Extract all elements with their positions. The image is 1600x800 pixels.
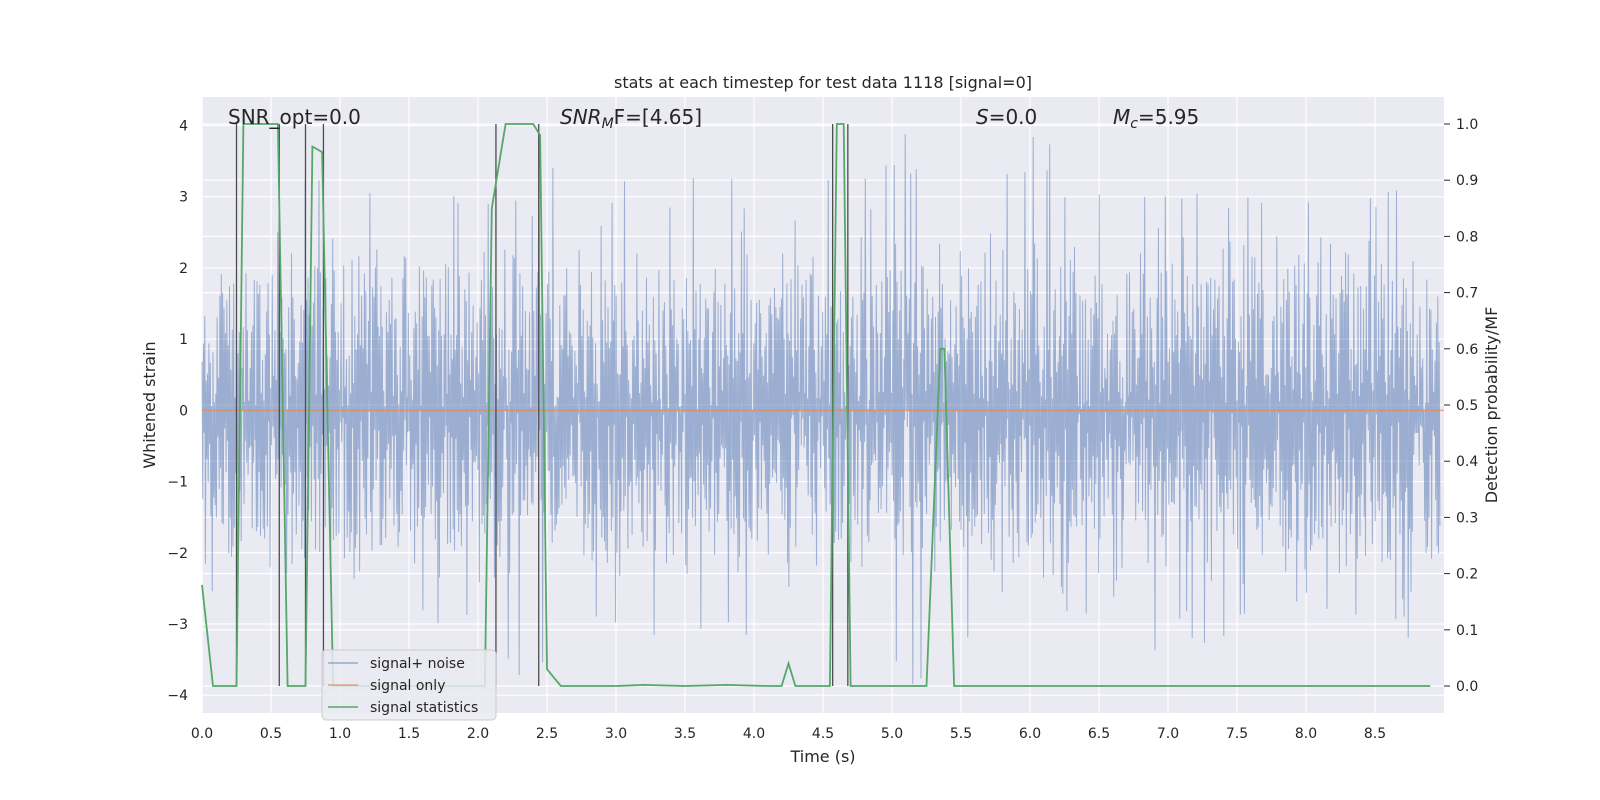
annotation-snr-mf-sub: M (602, 116, 614, 132)
y-axis-label: Whitened strain (140, 341, 159, 468)
annotation-mc-sub: c (1130, 116, 1138, 132)
annotation-s-label: S (976, 105, 989, 129)
x-tick-label: 7.5 (1226, 726, 1248, 742)
signal-statistics-series (201, 123, 1431, 687)
y2-tick-label: 0.8 (1456, 229, 1478, 245)
x-tick-label: 2.5 (536, 726, 558, 742)
x-tick-label: 6.5 (1088, 726, 1110, 742)
x-tick-labels: 0.0 0.5 1.0 1.5 2.0 2.5 3.0 3.5 4.0 4.5 5.0 5.5 6.0 6… (191, 726, 1386, 742)
x-tick-label: 7.0 (1157, 726, 1179, 742)
y-tick-label: −4 (167, 688, 188, 704)
annotation-s: S=0.0 (976, 105, 1037, 129)
y2-tick-label: 0.6 (1456, 342, 1478, 358)
legend-label-noise: signal+ noise (370, 656, 465, 672)
x-tick-label: 8.0 (1295, 726, 1317, 742)
y2-tick-label: 0.7 (1456, 286, 1478, 302)
signal-statistics-line (201, 123, 1431, 687)
x-tick-label: 0.5 (260, 726, 282, 742)
y-tick-label: 0 (179, 403, 188, 419)
legend: signal+ noise signal only signal statist… (321, 649, 497, 721)
annotation-snr-mf-label: SNR (560, 105, 602, 129)
y2-axis-label: Detection probability/MF (1482, 307, 1501, 504)
y2-tick-label: 0.9 (1456, 173, 1478, 189)
x-tick-label: 3.5 (674, 726, 696, 742)
annotation-snr-mf: SNRMF=[4.65] (560, 105, 702, 132)
x-axis-label: Time (s) (789, 747, 855, 766)
x-tick-label: 8.5 (1364, 726, 1386, 742)
signal-noise-series (201, 134, 1441, 684)
legend-label-signal: signal only (370, 678, 445, 694)
x-tick-label: 3.0 (605, 726, 627, 742)
y-tick-label: −1 (167, 475, 188, 491)
x-tick-label: 5.0 (881, 726, 903, 742)
y2-tick-label: 1.0 (1456, 117, 1478, 133)
chart-title: stats at each timestep for test data 111… (614, 73, 1032, 92)
y-tick-label: −3 (167, 617, 188, 633)
y-tick-label: 4 (179, 118, 188, 134)
legend-label-stats: signal statistics (370, 700, 478, 716)
x-tick-label: 0.0 (191, 726, 213, 742)
x-tick-label: 5.5 (950, 726, 972, 742)
x-tick-label: 4.5 (812, 726, 834, 742)
annotation-s-rest: =0.0 (989, 105, 1038, 129)
annotation-snr-mf-rest: F=[4.65] (614, 105, 702, 129)
y2-tick-label: 0.3 (1456, 510, 1478, 526)
y-tick-label: 3 (179, 190, 188, 206)
x-tick-label: 6.0 (1019, 726, 1041, 742)
annotation-snr-opt: SNR_opt=0.0 (228, 105, 361, 129)
y-tick-label: 1 (179, 332, 188, 348)
annotation-mc-rest: =5.95 (1138, 105, 1199, 129)
y2-tick-label: 0.2 (1456, 567, 1478, 583)
y2-tick-label: 0.5 (1456, 398, 1478, 414)
x-tick-label: 2.0 (467, 726, 489, 742)
x-tick-label: 4.0 (743, 726, 765, 742)
x-tick-label: 1.0 (329, 726, 351, 742)
y2-tick-label: 0.0 (1456, 679, 1478, 695)
y2-tick-label: 0.1 (1456, 623, 1478, 639)
annotation-mc: Mc=5.95 (1113, 105, 1199, 132)
y2-tick-label: 0.4 (1456, 454, 1478, 470)
y-tick-labels: 4 3 2 1 0 −1 −2 −3 −4 (167, 118, 188, 704)
y2-tick-labels: 1.0 0.9 0.8 0.7 0.6 0.5 0.4 0.3 0.2 0.1 0.0 (1444, 117, 1478, 695)
annotation-mc-label: M (1113, 105, 1130, 129)
legend-box (321, 649, 497, 721)
y-tick-label: −2 (167, 546, 188, 562)
y-tick-label: 2 (179, 261, 188, 277)
x-tick-label: 1.5 (398, 726, 420, 742)
noise-line (201, 134, 1441, 684)
